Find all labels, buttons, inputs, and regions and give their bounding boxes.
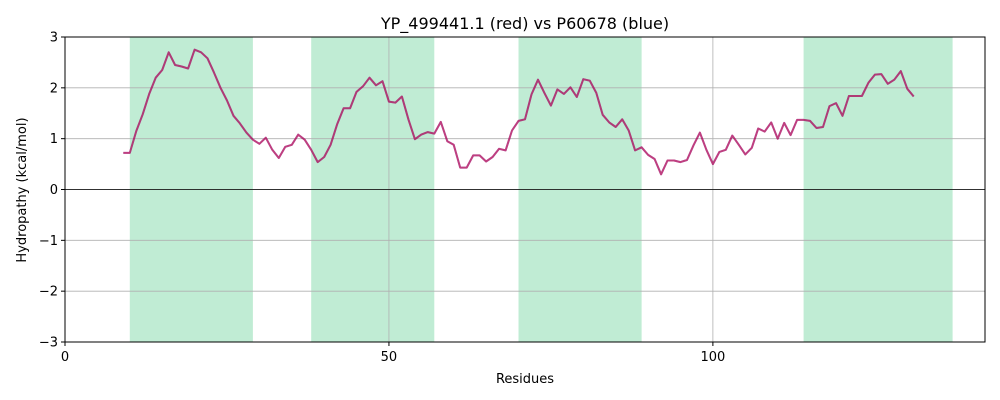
series-lines — [123, 48, 915, 176]
x-tick-label: 100 — [700, 350, 725, 365]
x-axis-ticks: 0 50 100 — [61, 342, 725, 365]
y-tick-label: 0 — [50, 183, 58, 198]
y-axis-label: Hydropathy (kcal/mol) — [15, 117, 30, 262]
x-tick-label: 0 — [61, 350, 69, 365]
chart-title: YP_499441.1 (red) vs P60678 (blue) — [380, 14, 669, 34]
y-tick-label: −3 — [39, 336, 58, 351]
series-line — [123, 48, 915, 176]
y-tick-label: −2 — [39, 285, 58, 300]
y-tick-label: −1 — [39, 234, 58, 249]
x-axis-label: Residues — [496, 372, 554, 387]
y-axis-ticks: −3 −2 −1 0 1 2 3 — [39, 31, 65, 351]
y-tick-label: 3 — [50, 31, 58, 46]
y-tick-label: 2 — [50, 81, 58, 96]
y-tick-label: 1 — [50, 132, 58, 147]
x-tick-label: 50 — [381, 350, 398, 365]
